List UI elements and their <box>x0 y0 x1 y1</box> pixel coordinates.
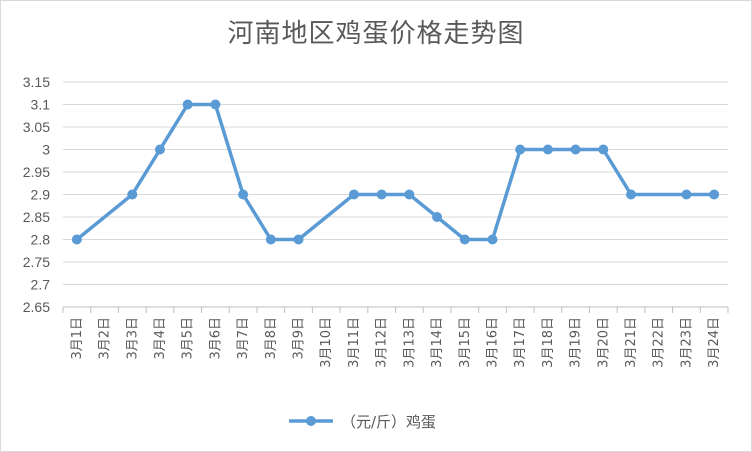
data-point <box>404 189 415 200</box>
data-point <box>376 189 387 200</box>
y-tick-label: 2.7 <box>31 277 51 293</box>
x-tick-label: 3月20日 <box>596 317 611 368</box>
y-tick-label: 2.9 <box>31 187 51 203</box>
x-tick-label: 3月22日 <box>652 317 667 368</box>
x-tick-label: 3月8日 <box>264 317 279 360</box>
chart-title: 河南地区鸡蛋价格走势图 <box>227 19 525 49</box>
x-tick-label: 3月1日 <box>70 317 85 360</box>
data-point <box>542 144 553 155</box>
x-tick-label: 3月12日 <box>375 317 390 368</box>
data-point <box>182 99 193 110</box>
data-point <box>432 212 443 222</box>
y-tick-label: 2.85 <box>23 209 50 225</box>
data-point <box>348 189 359 200</box>
x-tick-label: 3月23日 <box>679 317 694 368</box>
y-tick-label: 2.65 <box>23 299 50 315</box>
x-tick-label: 3月13日 <box>402 317 417 368</box>
x-tick-label: 3月14日 <box>430 317 445 368</box>
data-point <box>598 144 609 155</box>
data-point <box>570 144 581 155</box>
data-point <box>238 189 249 200</box>
data-point <box>265 234 276 245</box>
x-tick-label: 3月7日 <box>236 317 251 360</box>
legend-label: （元/斤）鸡蛋 <box>341 413 436 431</box>
x-tick-label: 3月5日 <box>181 317 196 360</box>
x-tick-label: 3月2日 <box>98 317 113 360</box>
x-tick-label: 3月16日 <box>485 317 500 368</box>
data-point <box>71 234 82 245</box>
x-tick-label: 3月6日 <box>208 317 223 360</box>
x-tick-label: 3月19日 <box>569 317 584 368</box>
x-tick-label: 3月9日 <box>292 317 307 360</box>
x-tick-label: 3月21日 <box>624 317 639 368</box>
x-tick-label: 3月17日 <box>513 317 528 368</box>
x-tick-label: 3月15日 <box>458 317 473 368</box>
legend-marker <box>306 416 316 426</box>
data-point <box>709 189 720 200</box>
y-tick-label: 3.15 <box>23 74 50 90</box>
x-tick-label: 3月24日 <box>707 317 722 368</box>
data-point <box>293 234 304 245</box>
data-point <box>154 144 165 155</box>
data-point <box>210 99 221 110</box>
y-tick-label: 2.75 <box>23 254 50 270</box>
x-tick-label: 3月4日 <box>153 317 168 360</box>
data-point <box>487 234 498 245</box>
data-point <box>127 189 138 200</box>
data-point <box>626 189 637 200</box>
y-tick-label: 2.8 <box>31 232 51 248</box>
y-tick-label: 3.1 <box>31 97 51 113</box>
y-tick-label: 3 <box>42 142 50 158</box>
data-point <box>459 234 470 245</box>
y-tick-label: 3.05 <box>23 119 50 135</box>
data-point <box>681 189 692 200</box>
x-tick-label: 3月11日 <box>347 317 362 368</box>
data-point <box>515 144 526 155</box>
y-tick-label: 2.95 <box>23 164 50 180</box>
x-tick-label: 3月18日 <box>541 317 556 368</box>
x-tick-label: 3月3日 <box>125 317 140 360</box>
x-tick-label: 3月10日 <box>319 317 334 368</box>
